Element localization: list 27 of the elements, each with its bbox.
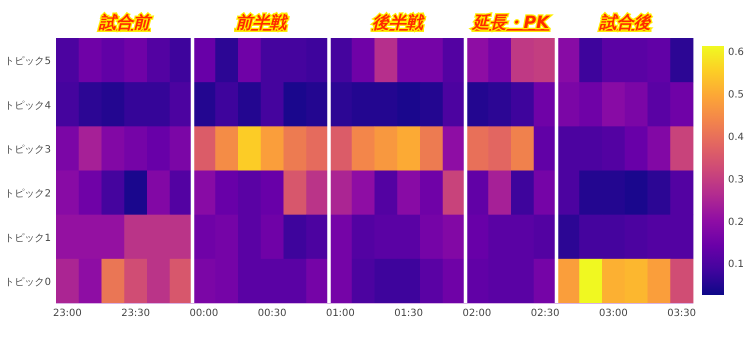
y-tick-label: トピック0 — [4, 276, 51, 288]
x-tick-label: 23:30 — [121, 308, 150, 319]
x-tick-label: 00:30 — [258, 308, 287, 319]
color-bar-label: 0.5 — [728, 90, 744, 101]
annotation: 後半戦 — [372, 13, 425, 33]
annotation: 試合後 — [598, 13, 652, 33]
x-tick-label: 01:00 — [326, 308, 355, 319]
color-bar-label: 0.6 — [728, 47, 744, 58]
x-tick-label: 00:00 — [189, 308, 218, 319]
y-tick-label: トピック1 — [4, 232, 51, 244]
x-tick-label: 03:30 — [667, 308, 696, 319]
color-bar-label: 0.2 — [728, 216, 744, 228]
y-tick-label: トピック5 — [4, 56, 51, 68]
annotation: 延長・PK — [470, 13, 552, 33]
color-bar-label: 0.3 — [728, 174, 744, 186]
x-tick-label: 01:30 — [394, 308, 424, 319]
y-tick-label: トピック4 — [4, 100, 51, 112]
annotation: 前半戦 — [235, 13, 288, 33]
x-tick-label: 02:00 — [462, 308, 492, 319]
x-tick-label: 23:00 — [52, 308, 82, 319]
color-bar-label: 0.1 — [728, 259, 744, 270]
y-tick-label: トピック3 — [4, 144, 51, 156]
x-tick-label: 03:00 — [598, 308, 628, 319]
x-tick-label: 02:30 — [530, 308, 560, 319]
color-bar-label: 0.4 — [728, 132, 744, 143]
annotation: 試合前 — [98, 13, 153, 33]
y-tick-label: トピック2 — [4, 188, 51, 200]
